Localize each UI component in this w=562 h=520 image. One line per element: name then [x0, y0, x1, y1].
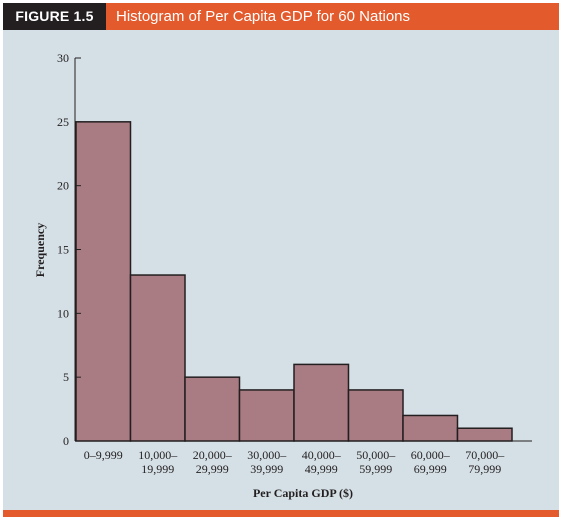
x-tick-label: 59,999	[359, 462, 392, 476]
x-tick-label: 30,000–	[247, 448, 287, 462]
y-tick-label: 10	[57, 306, 69, 320]
y-axis-label: Frequency	[33, 223, 47, 277]
x-tick-label: 60,000–	[411, 448, 451, 462]
x-tick-label: 0–9,999	[84, 448, 123, 462]
x-tick-labels-group: 0–9,999 10,000–19,999 20,000–29,999 30,000–…	[84, 448, 506, 476]
x-tick-label: 10,000–	[138, 448, 178, 462]
x-axis-label: Per Capita GDP ($)	[253, 486, 353, 500]
y-tick-label: 20	[57, 179, 69, 193]
histogram-bar	[75, 121, 132, 442]
bars-group	[75, 121, 513, 442]
x-tick-label: 39,999	[250, 462, 283, 476]
y-tick-label: 15	[57, 243, 69, 257]
figure-label: FIGURE 1.5	[3, 3, 106, 30]
histogram-bar	[238, 389, 295, 442]
y-tick-label: 25	[57, 115, 69, 129]
histogram-bar	[184, 376, 241, 442]
x-tick-label: 19,999	[141, 462, 174, 476]
x-tick-label: 29,999	[196, 462, 229, 476]
y-tick-label: 0	[63, 434, 69, 448]
figure-title: Histogram of Per Capita GDP for 60 Natio…	[116, 8, 411, 25]
y-tick-label: 5	[63, 370, 69, 384]
histogram-bar	[293, 363, 350, 442]
histogram-bar	[402, 414, 459, 442]
x-tick-label: 20,000–	[193, 448, 233, 462]
x-tick-label: 40,000–	[302, 448, 342, 462]
x-tick-label: 49,999	[305, 462, 338, 476]
figure-bottom-bar	[3, 510, 559, 517]
histogram-bar	[129, 274, 186, 442]
histogram-bar	[347, 389, 404, 442]
x-tick-label: 69,999	[414, 462, 447, 476]
histogram-bar	[456, 427, 513, 442]
y-tick-label: 30	[57, 51, 69, 65]
x-tick-label: 79,999	[468, 462, 501, 476]
y-ticks-group: 0 5 10 15 20 25 30	[57, 51, 81, 448]
x-tick-label: 70,000–	[465, 448, 505, 462]
x-tick-label: 50,000–	[356, 448, 396, 462]
